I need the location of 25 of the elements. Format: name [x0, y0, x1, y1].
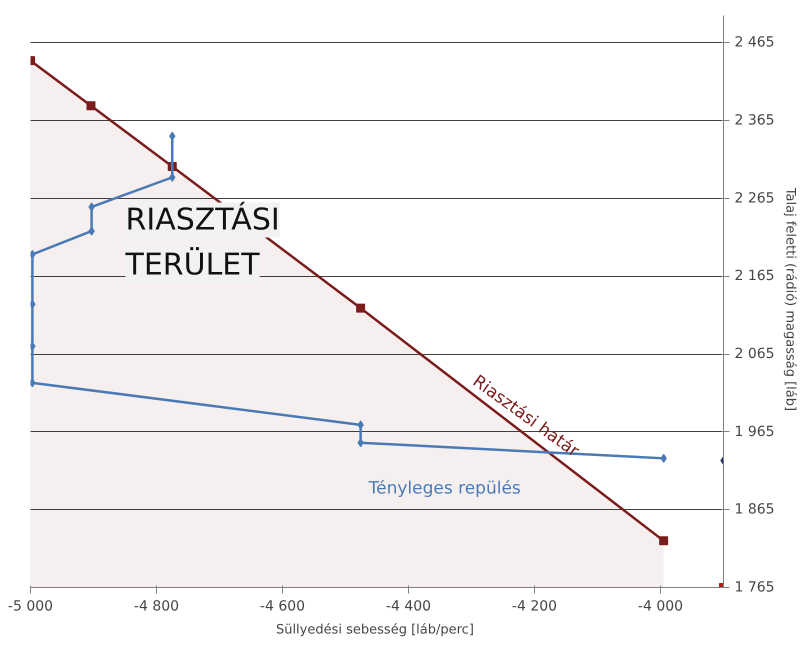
- y-tick-label: 1 765: [734, 580, 775, 596]
- y-tick-label: 1 965: [734, 424, 775, 440]
- x-tick-label: -4 800: [134, 598, 180, 614]
- x-tick-label: -4 000: [638, 598, 684, 614]
- point: [88, 226, 95, 236]
- x-tick-label: -5 000: [8, 598, 54, 614]
- point: [660, 454, 667, 463]
- y-tick-label: 2 165: [734, 268, 775, 284]
- point: [356, 304, 366, 313]
- x-tick-label: -4 200: [512, 598, 558, 614]
- point: [88, 202, 95, 212]
- y-tick-label: 2 065: [734, 346, 775, 362]
- annotation: RIASZTÁSI TERÜLET: [124, 202, 280, 282]
- point: [659, 536, 668, 546]
- x-tick-label: -4 400: [386, 598, 432, 614]
- y-axis-title: Talaj feletti (rádió) magasság [láb]: [782, 186, 798, 412]
- point: [357, 420, 364, 430]
- x-tick-label: -4 600: [260, 598, 306, 614]
- y-tick-label: 2 265: [734, 190, 775, 206]
- series-label: Tényleges repülés: [368, 478, 521, 498]
- y-tick-label: 2 365: [734, 112, 775, 129]
- y-tick-label: 1 865: [734, 502, 775, 518]
- y-tick-label: 2 465: [734, 34, 775, 51]
- x-axis-title: Süllyedési sebesség [láb/perc]: [276, 622, 474, 638]
- point: [86, 101, 96, 110]
